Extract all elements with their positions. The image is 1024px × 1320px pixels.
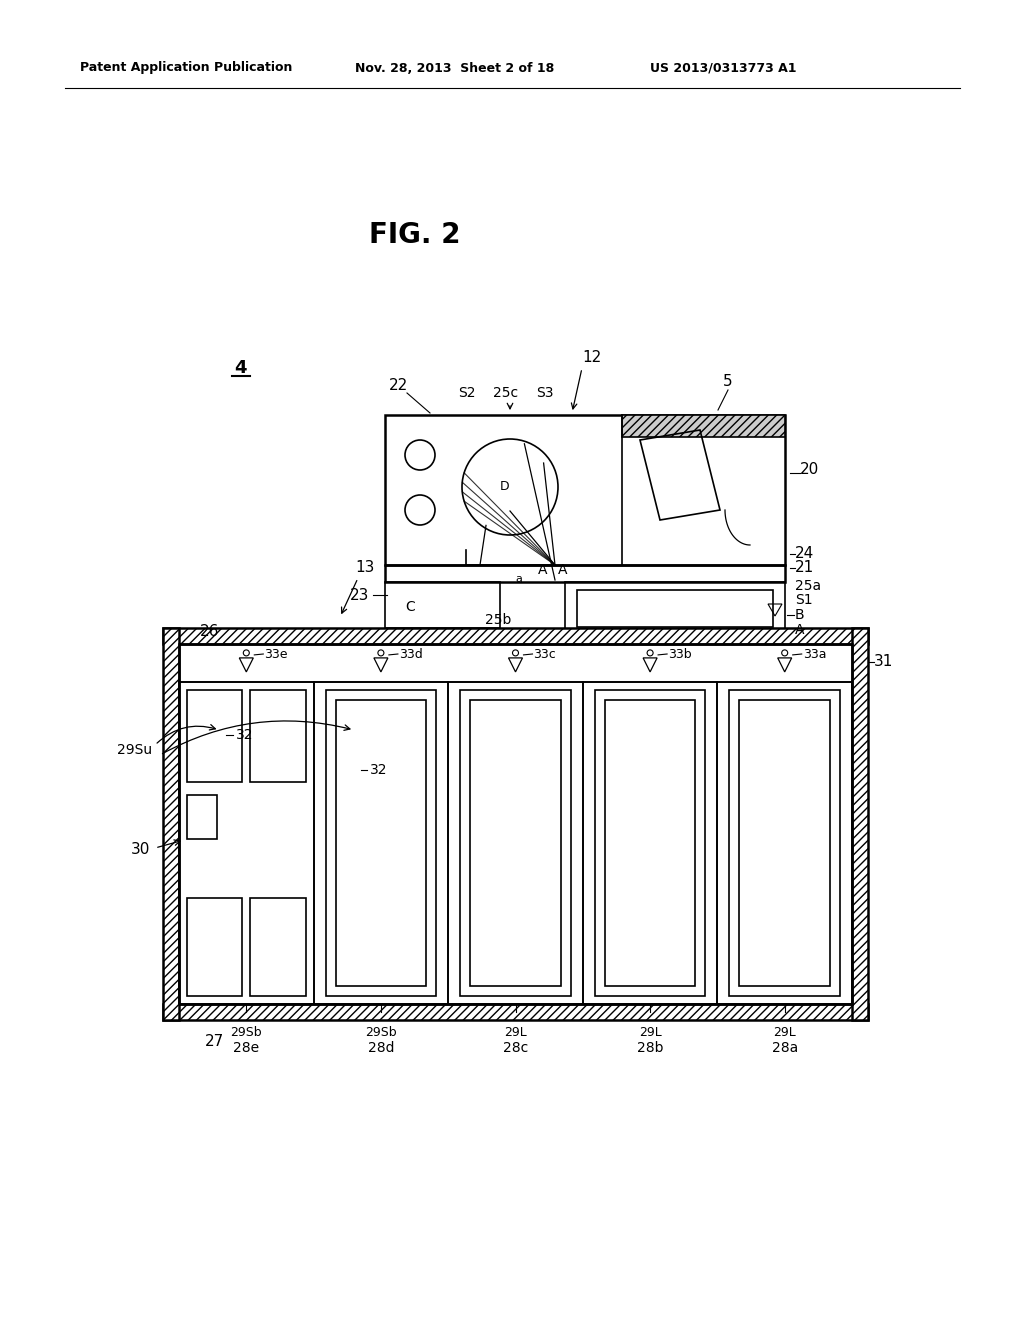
Text: 5: 5	[723, 375, 733, 389]
Text: Patent Application Publication: Patent Application Publication	[80, 62, 293, 74]
Text: 29Sb: 29Sb	[366, 1027, 396, 1040]
Bar	[577, 590, 773, 627]
Bar	[326, 690, 436, 997]
Bar	[163, 1005, 868, 1020]
Bar	[385, 582, 500, 628]
Text: 23: 23	[350, 587, 370, 602]
Text: a: a	[515, 574, 522, 583]
Bar	[718, 682, 852, 1005]
Bar	[460, 690, 570, 997]
Text: A: A	[539, 564, 548, 577]
Bar	[729, 690, 840, 997]
Text: 29Sb: 29Sb	[230, 1027, 262, 1040]
Text: 25a: 25a	[795, 579, 821, 593]
Text: 21: 21	[795, 561, 814, 576]
Text: C: C	[406, 601, 415, 614]
Text: 25c: 25c	[494, 385, 518, 400]
Text: A: A	[558, 564, 567, 577]
Text: 29L: 29L	[504, 1027, 527, 1040]
Text: 13: 13	[355, 561, 375, 576]
Text: 33d: 33d	[399, 648, 423, 660]
Bar	[163, 628, 868, 644]
Bar	[187, 690, 243, 781]
Bar	[385, 565, 785, 582]
Text: D: D	[500, 480, 510, 494]
Text: 28b: 28b	[637, 1041, 664, 1055]
Bar	[187, 795, 217, 838]
Text: 25b: 25b	[484, 612, 511, 627]
Text: 26: 26	[201, 624, 220, 639]
Text: 33a: 33a	[803, 648, 826, 660]
Bar	[336, 700, 426, 986]
Bar	[179, 682, 313, 1005]
Bar	[595, 690, 706, 997]
Text: 27: 27	[206, 1035, 224, 1049]
Text: 33c: 33c	[534, 648, 556, 660]
Bar	[385, 414, 785, 565]
Text: Nov. 28, 2013  Sheet 2 of 18: Nov. 28, 2013 Sheet 2 of 18	[355, 62, 554, 74]
Text: S1: S1	[795, 593, 813, 607]
Text: 29L: 29L	[773, 1027, 796, 1040]
Bar	[449, 682, 583, 1005]
Text: 30: 30	[131, 842, 150, 858]
Text: A: A	[795, 623, 805, 638]
Text: 20: 20	[800, 462, 819, 478]
Text: 28d: 28d	[368, 1041, 394, 1055]
Text: S2: S2	[459, 385, 476, 400]
Bar	[565, 582, 785, 635]
Text: 28a: 28a	[771, 1041, 798, 1055]
Text: 29Su: 29Su	[117, 743, 152, 756]
Bar	[622, 414, 785, 437]
Text: 33b: 33b	[668, 648, 692, 660]
Text: 33e: 33e	[264, 648, 288, 660]
Text: 4: 4	[233, 359, 246, 378]
Text: 32: 32	[370, 763, 388, 777]
Text: 29L: 29L	[639, 1027, 662, 1040]
Text: 24: 24	[795, 546, 814, 561]
Text: US 2013/0313773 A1: US 2013/0313773 A1	[650, 62, 797, 74]
Text: 31: 31	[874, 655, 893, 669]
Text: 28c: 28c	[503, 1041, 528, 1055]
Bar	[187, 898, 243, 997]
Bar	[739, 700, 830, 986]
Bar	[163, 628, 179, 1020]
Bar	[605, 700, 695, 986]
Bar	[852, 628, 868, 1020]
Bar	[250, 690, 305, 781]
Bar	[470, 700, 561, 986]
Text: 32: 32	[236, 729, 253, 742]
Text: FIG. 2: FIG. 2	[370, 220, 461, 249]
Text: 22: 22	[388, 378, 408, 392]
Bar	[313, 682, 449, 1005]
Text: B: B	[795, 609, 805, 622]
Text: S3: S3	[537, 385, 554, 400]
Bar	[179, 644, 852, 1005]
Text: 28e: 28e	[233, 1041, 259, 1055]
Bar	[250, 898, 305, 997]
Bar	[583, 682, 718, 1005]
Text: 12: 12	[583, 351, 602, 366]
